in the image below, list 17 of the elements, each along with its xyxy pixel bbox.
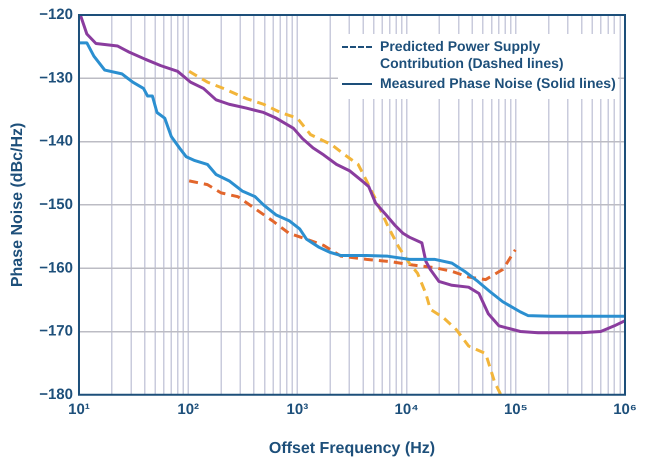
y-tick-label: −120 [39,6,73,24]
y-tick-label: −160 [39,259,73,276]
y-tick-label: −180 [39,386,73,403]
y-tick-label: −130 [39,69,73,86]
x-tick-label: 10⁴ [394,400,419,418]
x-axis-title: Offset Frequency (Hz) [268,440,436,457]
y-axis-title: Phase Noise (dBc/Hz) [9,122,26,288]
x-tick-label: 10² [177,400,200,418]
annotation: Measured Phase Noise (Solid lines) [380,75,616,92]
y-tick-label: −140 [39,132,73,150]
annotation: Predicted Power Supply Contribution (Dashed lines) [380,38,565,72]
x-tick-label: 10⁶ [613,400,637,418]
y-tick-label: −170 [39,322,73,340]
y-tick-label: −150 [39,196,73,214]
x-tick-label: 10³ [286,400,308,418]
x-tick-label: 10¹ [68,400,90,418]
x-tick-label: 10⁵ [504,400,528,418]
